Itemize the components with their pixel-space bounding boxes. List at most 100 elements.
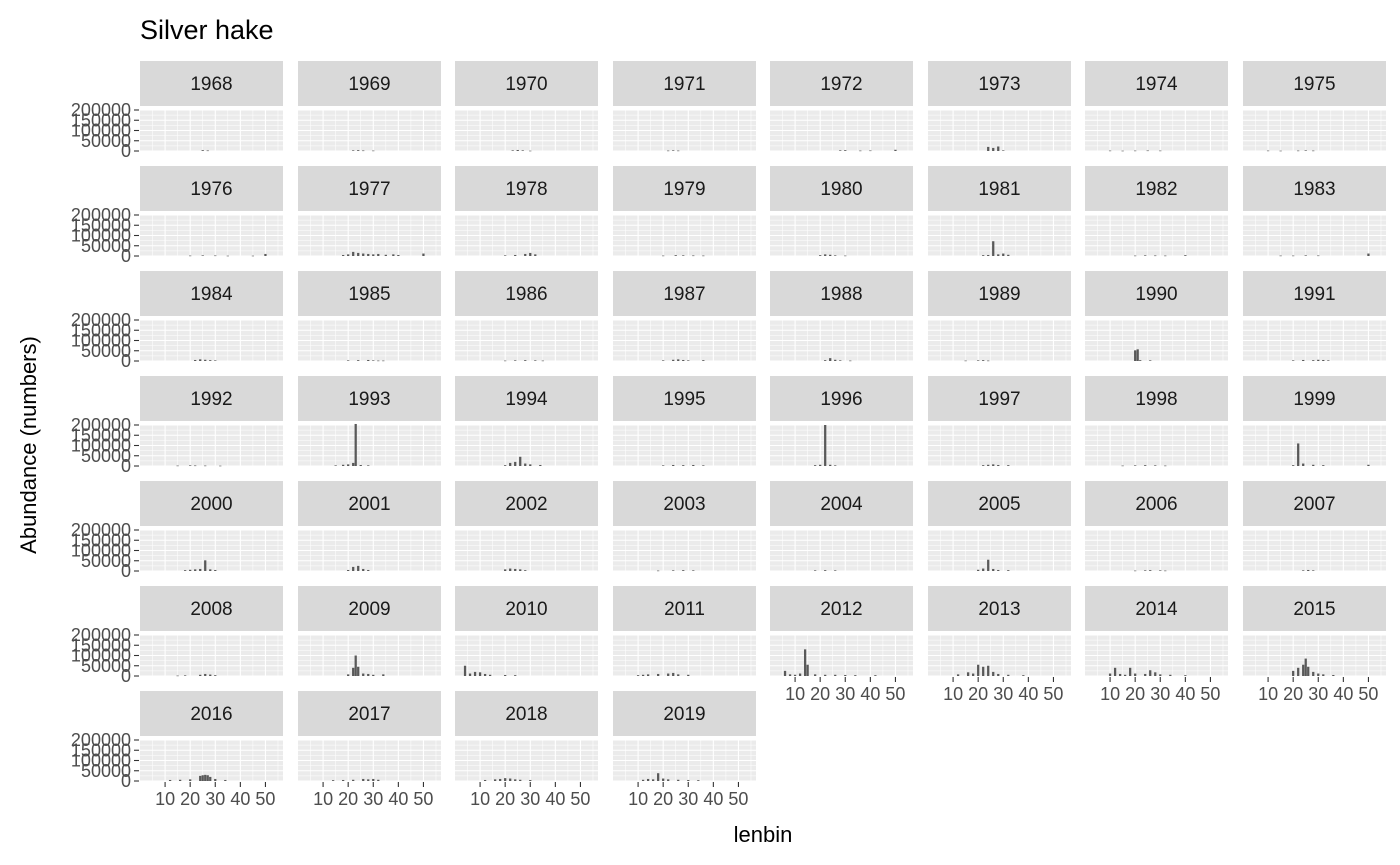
data-bar xyxy=(874,675,877,676)
facet-strip xyxy=(298,166,441,211)
y-tick-label: 150000 xyxy=(71,110,131,130)
facet-strip-label: 1986 xyxy=(505,284,547,305)
data-bar xyxy=(829,358,832,361)
data-bar xyxy=(682,359,685,361)
facet-panel: 1981 xyxy=(928,166,1071,257)
y-tick-label: 150000 xyxy=(71,635,131,655)
data-bar xyxy=(509,778,512,781)
data-bar xyxy=(982,568,985,571)
facet-strip-label: 1988 xyxy=(820,284,862,305)
data-bar xyxy=(672,464,675,466)
data-bar xyxy=(1304,658,1307,676)
facet-strip-label: 1980 xyxy=(820,179,862,200)
data-bar xyxy=(179,779,182,781)
facet-panel: 2004 xyxy=(770,481,913,572)
y-tick-label: 50000 xyxy=(81,761,131,781)
data-bar xyxy=(514,675,517,676)
facet-strip xyxy=(928,271,1071,316)
facet-panel: 2019 10 20 30 40 50 xyxy=(613,691,756,809)
facet-panel: 2010 xyxy=(455,586,598,677)
data-bar xyxy=(1134,570,1137,572)
data-bar xyxy=(367,779,370,781)
data-bar xyxy=(352,779,355,781)
y-tick-label: 0 xyxy=(121,456,131,476)
facet-strip-label: 1975 xyxy=(1293,74,1335,95)
data-bar xyxy=(1144,255,1147,256)
data-bar xyxy=(382,360,385,362)
facet-strip xyxy=(1243,376,1386,421)
x-tick-label: 50 xyxy=(728,789,748,809)
data-bar xyxy=(372,150,375,152)
data-bar xyxy=(176,465,179,467)
data-bar xyxy=(206,150,209,152)
data-bar xyxy=(1007,570,1010,571)
data-bar xyxy=(834,570,837,571)
data-bar xyxy=(514,360,517,361)
data-bar xyxy=(1169,674,1172,676)
facet-strip xyxy=(455,691,598,736)
facet-strip-label: 1998 xyxy=(1135,389,1177,410)
data-bar xyxy=(662,255,665,257)
data-bar xyxy=(347,569,350,571)
data-bar xyxy=(1134,350,1137,361)
data-bar xyxy=(539,464,542,466)
y-tick-label: 200000 xyxy=(71,310,131,330)
facet-panel: 1988 xyxy=(770,271,913,362)
data-bar xyxy=(667,673,670,676)
data-bar xyxy=(982,360,985,361)
data-bar xyxy=(997,673,1000,676)
data-bar xyxy=(814,570,817,571)
facet-strip xyxy=(1085,271,1228,316)
data-bar xyxy=(1134,465,1137,466)
facet-strip-label: 1999 xyxy=(1293,389,1335,410)
data-bar xyxy=(1292,465,1295,466)
data-bar xyxy=(1002,253,1005,256)
data-bar xyxy=(194,465,197,467)
data-bar xyxy=(209,569,212,571)
y-tick-label: 200000 xyxy=(71,415,131,435)
facet-panel: 2002 xyxy=(455,481,598,572)
data-bar xyxy=(251,255,255,257)
data-bar xyxy=(377,779,380,781)
data-bar xyxy=(641,779,645,781)
data-bar xyxy=(189,779,192,781)
data-bar xyxy=(1154,255,1157,257)
facet-strip-label: 1978 xyxy=(505,179,547,200)
facet-strip-label: 1969 xyxy=(348,74,390,95)
y-tick-label: 0 xyxy=(121,351,131,371)
facet-strip-label: 2008 xyxy=(190,599,232,620)
facet-strip xyxy=(770,586,913,631)
data-bar xyxy=(829,464,832,466)
data-bar xyxy=(352,667,355,676)
data-bar xyxy=(509,462,512,466)
data-bar xyxy=(1134,255,1137,257)
facet-strip xyxy=(298,271,441,316)
data-bar xyxy=(521,150,524,151)
data-bar xyxy=(1292,670,1295,676)
data-bar xyxy=(972,673,975,676)
y-tick-label: 100000 xyxy=(71,646,131,666)
data-bar xyxy=(226,255,229,257)
facet-panel: 2003 xyxy=(613,481,756,572)
facet-strip-label: 1983 xyxy=(1293,179,1335,200)
data-bar xyxy=(636,675,640,676)
data-bar xyxy=(372,674,375,676)
data-bar xyxy=(824,254,827,256)
facet-panel: 2006 xyxy=(1085,481,1228,572)
facet-panel: 1986 xyxy=(455,271,598,362)
data-bar xyxy=(478,672,482,676)
y-tick-label: 200000 xyxy=(71,520,131,540)
facet-strip xyxy=(455,586,598,631)
data-bar xyxy=(657,673,660,676)
data-bar xyxy=(672,570,675,571)
facet-strip-label: 2000 xyxy=(190,494,232,515)
data-bar xyxy=(209,360,212,361)
data-bar xyxy=(1144,465,1147,466)
data-bar xyxy=(687,360,690,361)
data-bar xyxy=(987,254,990,256)
data-bar xyxy=(204,673,207,676)
x-tick-label: 50 xyxy=(1358,684,1378,704)
